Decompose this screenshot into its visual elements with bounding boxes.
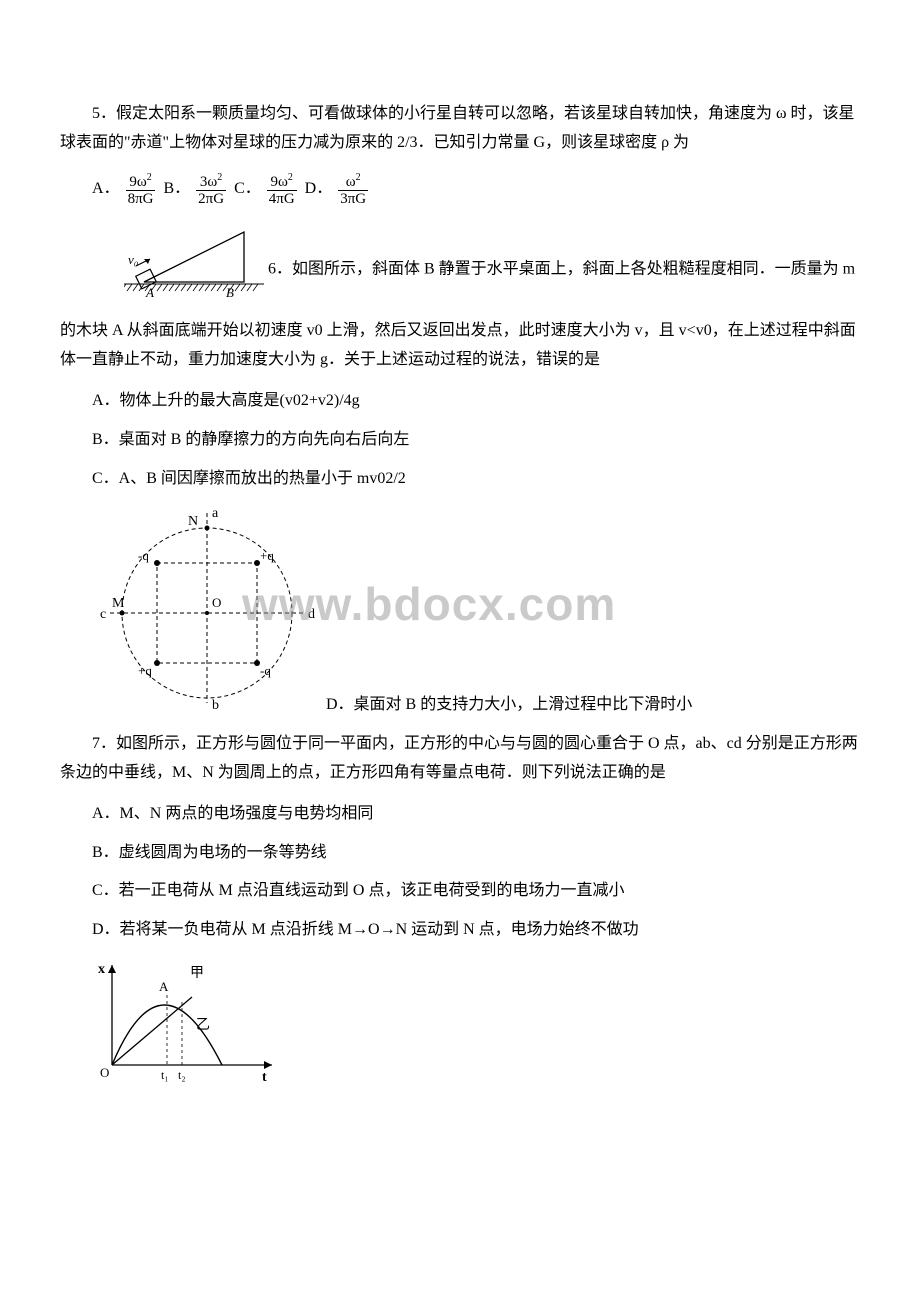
q5-a-num: 9ω <box>129 174 146 190</box>
svg-text:t: t <box>262 1070 267 1085</box>
svg-text:O: O <box>212 595 221 610</box>
q5-opt-c: C． 9ω2 4πG <box>234 172 299 208</box>
q7-opt-b: B．虚线圆周为电场的一条等势线 <box>60 839 860 868</box>
svg-text:d: d <box>308 607 315 622</box>
svg-text:x: x <box>98 962 105 977</box>
svg-text:b: b <box>212 698 219 713</box>
q5-c-num: 9ω <box>271 174 288 190</box>
q7-opt-a: A．M、N 两点的电场强度与电势均相同 <box>60 800 860 829</box>
q5-b-num: 3ω <box>200 174 217 190</box>
q6-opt-a: A．物体上升的最大高度是(v02+v2)/4g <box>60 387 860 416</box>
q5-b-label: B． <box>163 175 190 204</box>
q5-text: 5．假定太阳系一颗质量均匀、可看做球体的小行星自转可以忽略，若该星球自转加快，角… <box>60 100 860 158</box>
svg-text:-q: -q <box>260 663 271 678</box>
svg-text:+q: +q <box>260 548 274 563</box>
q7-figure-and-d: www.bdocx.com a b c d N M O -q +q +q -q … <box>92 503 860 724</box>
svg-text:甲: 甲 <box>190 966 204 981</box>
q5-a-den: 8πG <box>126 190 156 208</box>
svg-text:a: a <box>212 506 219 521</box>
q6-figure-incline: v₀ A B <box>92 222 264 318</box>
svg-text:+q: +q <box>138 663 152 678</box>
q6-a-label: A <box>145 285 154 300</box>
q8-figure-graph: x t O A t₁ t₂ 甲 乙 <box>92 955 860 1096</box>
q5-c-den: 4πG <box>267 190 297 208</box>
q6-opt-c: C．A、B 间因摩擦而放出的热量小于 mv02/2 <box>60 465 860 494</box>
q6-b-label: B <box>226 285 234 300</box>
q5-a-frac: 9ω2 8πG <box>126 172 156 208</box>
q5-d-den: 3πG <box>338 190 368 208</box>
q6-opt-d: D．桌面对 B 的支持力大小，上滑过程中比下滑时小 <box>326 691 692 724</box>
q5-d-label: D． <box>305 175 333 204</box>
svg-text:M: M <box>112 596 125 611</box>
q7-opt-d: D．若将某一负电荷从 M 点沿折线 M→O→N 运动到 N 点，电场力始终不做功 <box>60 916 860 945</box>
q5-options: A． 9ω2 8πG B． 3ω2 2πG C． 9ω2 4πG D． ω2 <box>92 172 860 208</box>
svg-text:O: O <box>100 1065 109 1080</box>
svg-text:N: N <box>188 514 198 529</box>
q6-opt-b: B．桌面对 B 的静摩擦力的方向先向右后向左 <box>60 426 860 455</box>
svg-text:乙: 乙 <box>196 1017 210 1033</box>
q5-b-frac: 3ω2 2πG <box>196 172 226 208</box>
q5-d-sup: 2 <box>356 172 361 183</box>
svg-text:c: c <box>100 607 106 622</box>
q6-v0-label: v₀ <box>128 252 138 267</box>
q7-figure-circle: a b c d N M O -q +q +q -q <box>92 503 322 713</box>
q5-opt-d: D． ω2 3πG <box>305 172 370 208</box>
q5-c-label: C． <box>234 175 261 204</box>
q5-c-frac: 9ω2 4πG <box>267 172 297 208</box>
q5-d-num: ω <box>346 174 356 190</box>
q5-opt-a: A． 9ω2 8πG <box>92 172 157 208</box>
q5-b-sup: 2 <box>217 172 222 183</box>
q5-a-sup: 2 <box>147 172 152 183</box>
q7-text: 7．如图所示，正方形与圆位于同一平面内，正方形的中心与与圆的圆心重合于 O 点，… <box>60 730 860 788</box>
q5-d-frac: ω2 3πG <box>338 172 368 208</box>
svg-text:t₁: t₁ <box>161 1068 169 1082</box>
q6-wrap: v₀ A B 6．如图所示，斜面体 B 静置于水平桌面上，斜面上各处粗糙程度相同… <box>60 222 860 375</box>
q5-opt-b: B． 3ω2 2πG <box>163 172 228 208</box>
svg-text:A: A <box>159 979 169 994</box>
q5-b-den: 2πG <box>196 190 226 208</box>
svg-text:t₂: t₂ <box>178 1068 186 1082</box>
q7-opt-c: C．若一正电荷从 M 点沿直线运动到 O 点，该正电荷受到的电场力一直减小 <box>60 877 860 906</box>
svg-text:-q: -q <box>138 548 149 563</box>
q5-a-label: A． <box>92 175 120 204</box>
q5-c-sup: 2 <box>288 172 293 183</box>
